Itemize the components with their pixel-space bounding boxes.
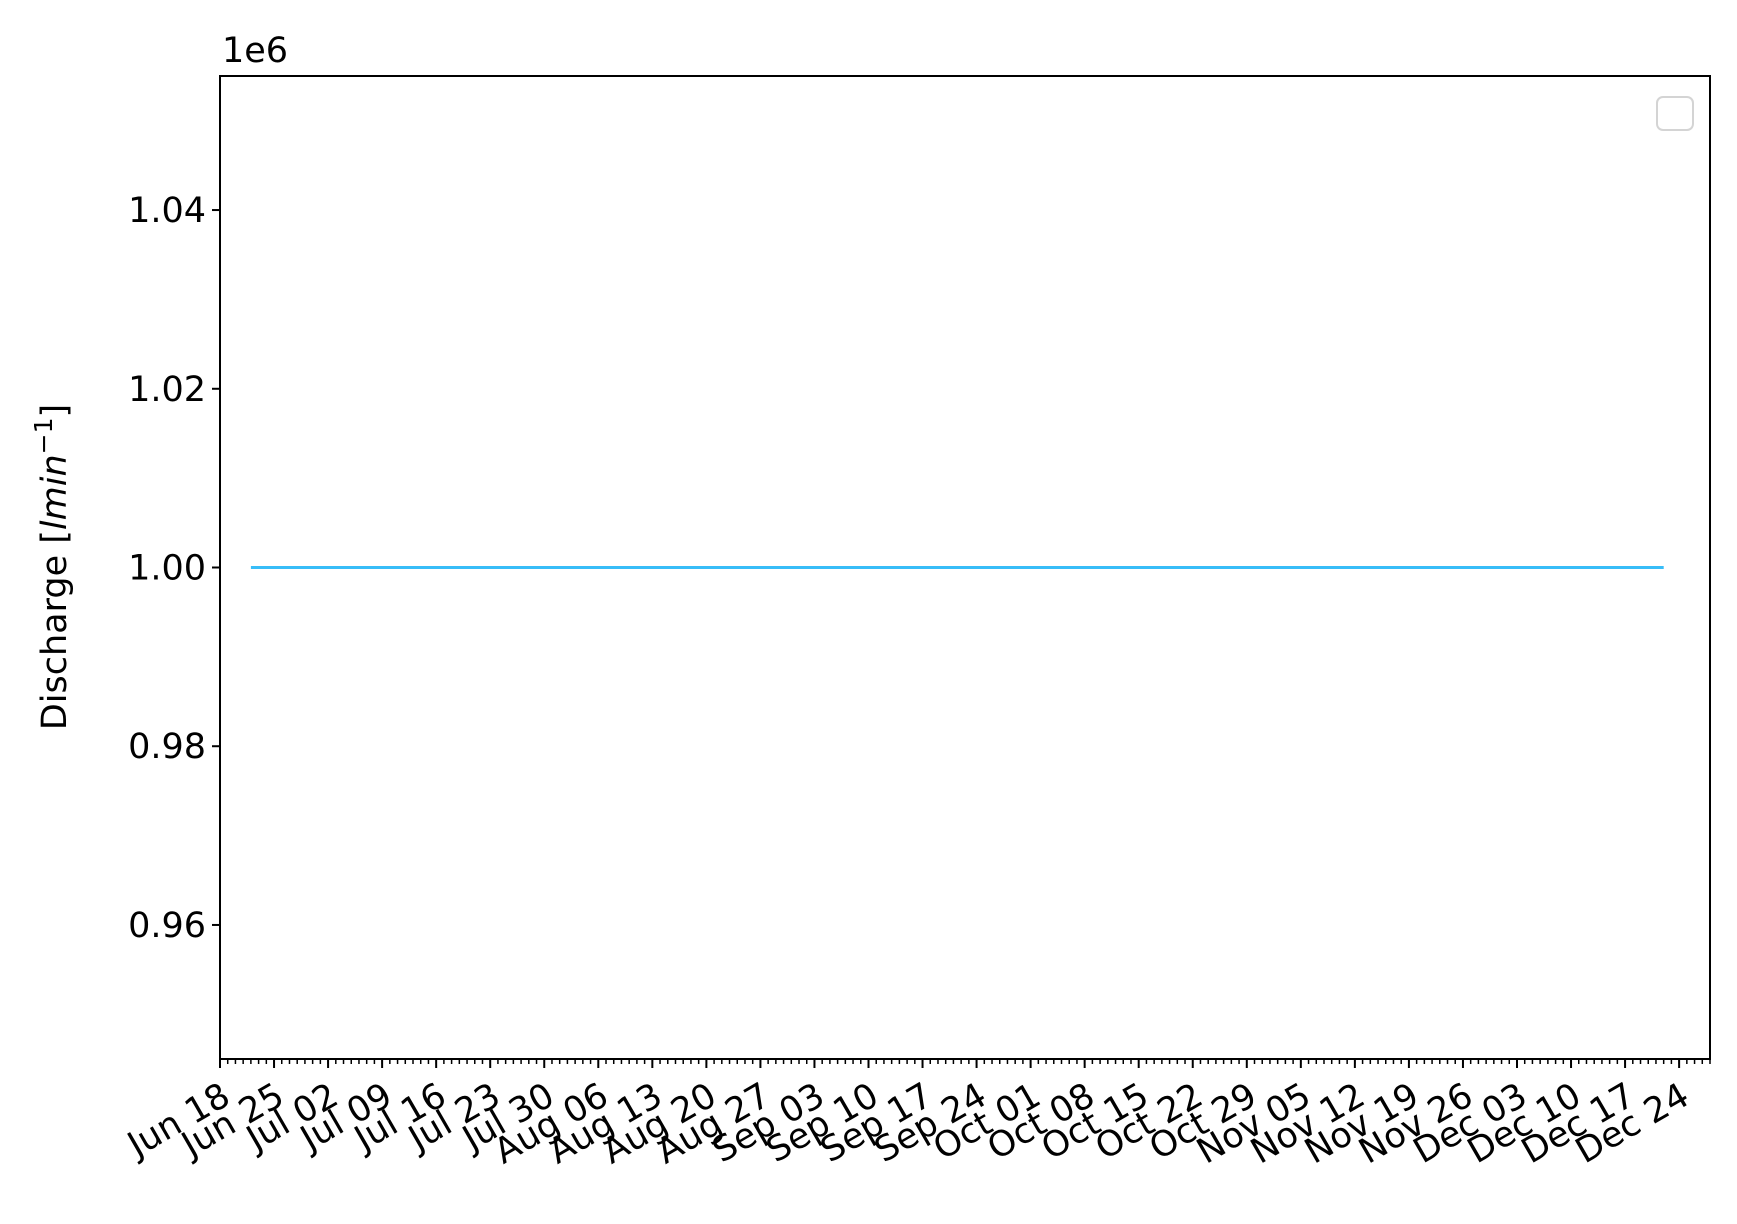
y-tick-label: 1.02 [128,370,206,410]
y-tick-label: 0.96 [128,906,206,946]
y-tick-label: 0.98 [128,727,206,767]
y-tick-label: 1.04 [128,191,206,231]
y-offset-label: 1e6 [222,31,288,71]
y-axis-label-suffix: ] [35,404,75,418]
legend-box [1656,96,1694,131]
y-axis-label: Discharge [lmin−1] [29,404,75,730]
y-axis-label-exponent: −1 [29,417,58,454]
y-axis-label-unit: lmin [35,454,75,530]
y-axis-label-prefix: Discharge [ [35,530,75,730]
y-tick-label: 1.00 [128,549,206,589]
